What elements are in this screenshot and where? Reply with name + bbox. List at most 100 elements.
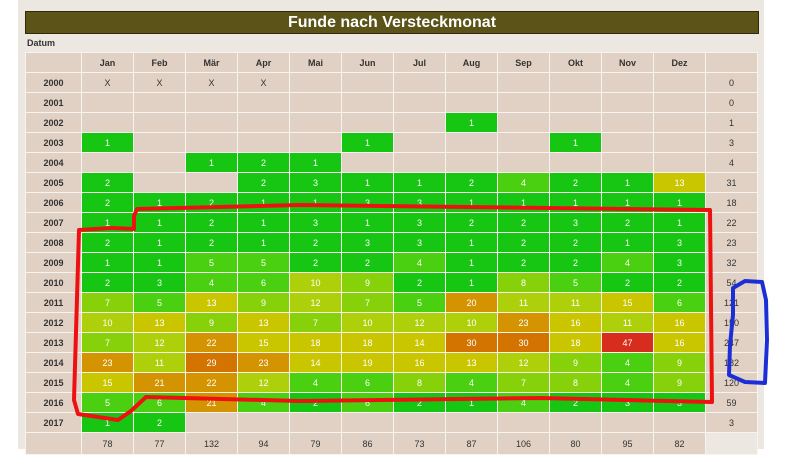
year-total: 247 [705,332,758,353]
finds-cell: 6 [237,272,290,293]
finds-cell: 4 [497,172,550,193]
finds-cell [81,152,134,173]
finds-cell [653,412,706,433]
year-label: 2009 [25,252,82,273]
finds-cell: 11 [133,352,186,373]
finds-cell: 2 [549,252,602,273]
finds-cell [393,72,446,93]
finds-cell [601,132,654,153]
finds-cell [497,112,550,133]
finds-cell: 3 [393,192,446,213]
year-label: 2017 [25,412,82,433]
finds-cell: 2 [237,172,290,193]
finds-cell: 3 [653,232,706,253]
year-total: 1 [705,112,758,133]
finds-cell: 15 [601,292,654,313]
finds-cell [601,72,654,93]
finds-cell: 2 [81,272,134,293]
year-row: 2006 2 1 2 1 1 3 3 1 1 1 1 1 18 [25,192,758,213]
month-header: Jul [393,52,446,73]
finds-cell: 9 [653,372,706,393]
finds-cell: 2 [185,192,238,213]
finds-cell: 1 [601,192,654,213]
finds-cell: 2 [497,232,550,253]
finds-cell: 1 [185,152,238,173]
finds-cell: 5 [81,392,134,413]
year-label: 2000 [25,72,82,93]
month-header: Apr [237,52,290,73]
finds-cell: 10 [445,312,498,333]
finds-cell: 3 [653,392,706,413]
finds-cell: 14 [289,352,342,373]
finds-cell: 4 [601,372,654,393]
finds-cell: 1 [341,212,394,233]
finds-cell [445,132,498,153]
finds-cell: 7 [341,292,394,313]
month-total: 82 [653,432,706,455]
finds-cell [497,72,550,93]
finds-cell: 20 [445,292,498,313]
finds-cell: 19 [341,352,394,373]
year-row: 2008 2 1 2 1 2 3 3 1 2 2 1 3 23 [25,232,758,253]
finds-cell: 2 [497,252,550,273]
total-header [705,52,758,73]
year-label: 2004 [25,152,82,173]
finds-cell: 13 [445,352,498,373]
finds-cell [653,92,706,113]
finds-cell [601,112,654,133]
finds-cell [497,412,550,433]
finds-cell [549,92,602,113]
year-label: 2013 [25,332,82,353]
finds-cell: 5 [549,272,602,293]
month-header: Sep [497,52,550,73]
corner-cell [25,52,82,73]
finds-cell [81,92,134,113]
year-row: 2015 15 21 22 12 4 6 8 4 7 8 4 9 120 [25,372,758,393]
finds-cell [445,72,498,93]
finds-cell: 9 [549,352,602,373]
finds-cell: 47 [601,332,654,353]
finds-cell: 7 [81,292,134,313]
year-row: 2016 5 6 21 4 2 6 2 1 4 2 3 3 59 [25,392,758,413]
finds-cell [341,72,394,93]
finds-cell: 16 [653,312,706,333]
finds-cell [653,132,706,153]
finds-cell: 2 [549,232,602,253]
finds-cell [653,112,706,133]
finds-cell: 6 [133,392,186,413]
finds-cell: 1 [393,172,446,193]
finds-cell: 22 [185,332,238,353]
finds-cell [341,112,394,133]
column-totals-row: 78 77 132 94 79 86 73 87 106 80 95 82 [25,432,758,455]
finds-cell: 16 [653,332,706,353]
month-total: 132 [185,432,238,455]
year-label: 2012 [25,312,82,333]
finds-cell: 1 [653,192,706,213]
finds-cell: 3 [133,272,186,293]
finds-cell: 2 [601,212,654,233]
month-total: 95 [601,432,654,455]
finds-cell: 5 [185,252,238,273]
year-label: 2006 [25,192,82,213]
year-total: 4 [705,152,758,173]
finds-cell [393,152,446,173]
year-label: 2007 [25,212,82,233]
finds-cell [289,132,342,153]
finds-cell: 1 [289,192,342,213]
finds-cell: 5 [237,252,290,273]
finds-cell: 1 [81,252,134,273]
finds-cell: 21 [185,392,238,413]
month-header: Nov [601,52,654,73]
finds-cell: 3 [289,172,342,193]
finds-cell: 7 [289,312,342,333]
year-total: 32 [705,252,758,273]
year-total: 0 [705,92,758,113]
finds-cell: 1 [289,152,342,173]
finds-cell: 23 [497,312,550,333]
finds-cell: 1 [133,212,186,233]
finds-cell [237,112,290,133]
finds-cell [445,152,498,173]
month-total: 77 [133,432,186,455]
finds-cell [289,92,342,113]
finds-cell [237,412,290,433]
